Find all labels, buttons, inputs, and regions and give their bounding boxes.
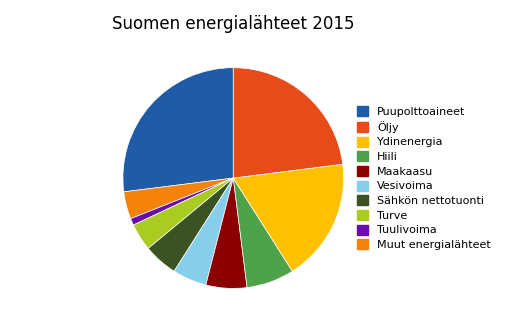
Wedge shape <box>233 68 343 178</box>
Wedge shape <box>206 178 247 288</box>
Wedge shape <box>148 178 233 271</box>
Wedge shape <box>233 164 344 271</box>
Wedge shape <box>233 178 293 288</box>
Wedge shape <box>133 178 233 248</box>
Wedge shape <box>174 178 233 285</box>
Legend: Puupolttoaineet, Öljy, Ydinenergia, Hiili, Maakaasu, Vesivoima, Sähkön nettotuon: Puupolttoaineet, Öljy, Ydinenergia, Hiil… <box>355 104 493 252</box>
Wedge shape <box>123 68 233 192</box>
Wedge shape <box>124 178 233 219</box>
Title: Suomen energialähteet 2015: Suomen energialähteet 2015 <box>112 15 355 33</box>
Wedge shape <box>131 178 233 225</box>
